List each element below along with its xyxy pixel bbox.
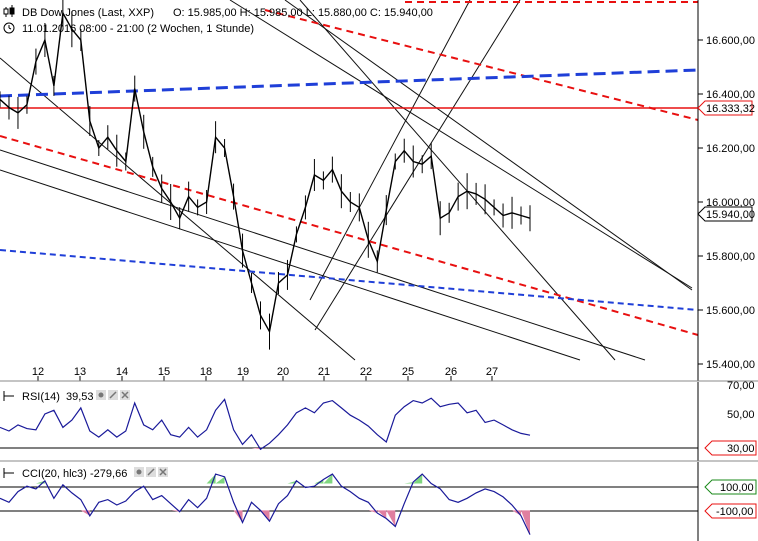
rsi-tick-70: 70,00 [727,380,755,392]
x-tick-label: 25 [402,366,414,378]
price-line [0,10,531,334]
blue-dashed-upper[interactable] [0,68,699,98]
cci-oversold-fill [170,510,180,512]
last-price-tag: 15.940,00 [697,206,755,222]
cci-oversold-fill [386,510,396,527]
edit-icon[interactable] [146,467,156,477]
x-tick-label: 27 [486,366,498,378]
instrument-label: DB Dow Jones (Last, XXP) [22,7,154,19]
cci-overbought-fill [215,476,225,484]
trendline[interactable] [284,0,693,291]
cci-pane[interactable]: CCI(20, hlc3) -279,66 100,00 -100,00 [0,462,757,541]
rsi-series [0,397,531,451]
close-icon[interactable] [120,390,130,400]
cci-minus100-tag: -100,00 [704,503,757,519]
cci-value: -279,66 [90,468,127,480]
y-tick-label: 15.800,00 [706,251,755,263]
ohlc-label: O: 15.985,00 H: 15.985,00 L: 15.880,00 C… [173,7,433,19]
x-axis: 12 13 14 15 18 19 20 21 22 25 26 27 [32,366,498,381]
cci-tick-minus100: -100,00 [716,506,753,518]
hide-icon[interactable] [134,467,144,477]
x-tick-label: 21 [318,366,330,378]
x-tick-label: 13 [74,366,86,378]
trendline[interactable] [0,149,646,361]
cci-oversold-fill [512,510,522,516]
hide-icon[interactable] [96,390,106,400]
cci-overbought-fill [287,480,297,484]
price-axis[interactable]: 16.600,00 16.400,00 16.200,00 16.000,00 15.8… [697,0,755,381]
x-tick-label: 22 [360,366,372,378]
chart-header: DB Dow Jones (Last, XXP) O: 15.985,00 H:… [3,5,433,35]
x-tick-label: 12 [32,366,44,378]
close-icon[interactable] [158,467,168,477]
y-tick-label: 15.400,00 [706,359,755,371]
price-series [0,0,531,350]
edit-icon[interactable] [108,390,118,400]
rsi-tick-30: 30,00 [727,443,755,455]
x-tick-label: 15 [158,366,170,378]
x-tick-label: 14 [116,366,128,378]
x-tick-label: 20 [277,366,289,378]
rsi-tick-50: 50,00 [727,409,755,421]
blue-dashed-lower[interactable] [0,249,699,311]
rsi-oversold-fill [251,448,261,450]
clock-icon [3,22,15,34]
x-tick-label: 19 [237,366,249,378]
y-axis-ticks: 16.600,00 16.400,00 16.200,00 16.000,00 15.8… [698,35,755,371]
level-price-tag: 16.333,32 [697,100,755,116]
rsi-30-tag: 30,00 [704,440,757,456]
y-tick-label: 16.200,00 [706,143,755,155]
cci-100-tag: 100,00 [704,479,757,495]
trendline[interactable] [299,0,616,361]
candlestick-icon [3,5,15,17]
last-price-label: 15.940,00 [706,209,755,221]
trendline[interactable] [309,0,471,301]
x-tick-label: 26 [445,366,457,378]
rsi-line [0,397,531,451]
red-dashed-channel-top[interactable] [264,9,699,121]
cci-legend: CCI(20, hlc3) -279,66 [3,467,168,480]
trendline[interactable] [314,0,521,331]
cci-overbought-fill [323,474,333,484]
red-dashed-channel-mid[interactable] [0,135,699,336]
period-label: 11.01.2016 08:00 - 21:00 (2 Wochen, 1 St… [22,23,254,35]
y-tick-label: 16.600,00 [706,35,755,47]
rsi-pane[interactable]: RSI(14) 39,53 70,00 50,00 30,00 [0,380,757,461]
rsi-legend: RSI(14) 39,53 [3,390,130,403]
y-tick-label: 15.600,00 [706,305,755,317]
y-tick-label: 16.000,00 [706,197,755,209]
cci-line [0,473,531,535]
cci-oversold-fill [233,510,243,523]
rsi-value: 39,53 [66,391,94,403]
trendline[interactable] [229,0,693,289]
rsi-title: RSI(14) [22,391,60,403]
level-price-label: 16.333,32 [706,103,755,115]
cci-tick-100: 100,00 [720,482,754,494]
cci-series [0,473,531,535]
y-tick-label: 16.400,00 [706,89,755,101]
x-tick-label: 18 [200,366,212,378]
cci-title: CCI(20, hlc3) [22,468,87,480]
price-pane[interactable]: DB Dow Jones (Last, XXP) O: 15.985,00 H:… [0,0,699,381]
cci-overbought-fill [404,482,414,484]
